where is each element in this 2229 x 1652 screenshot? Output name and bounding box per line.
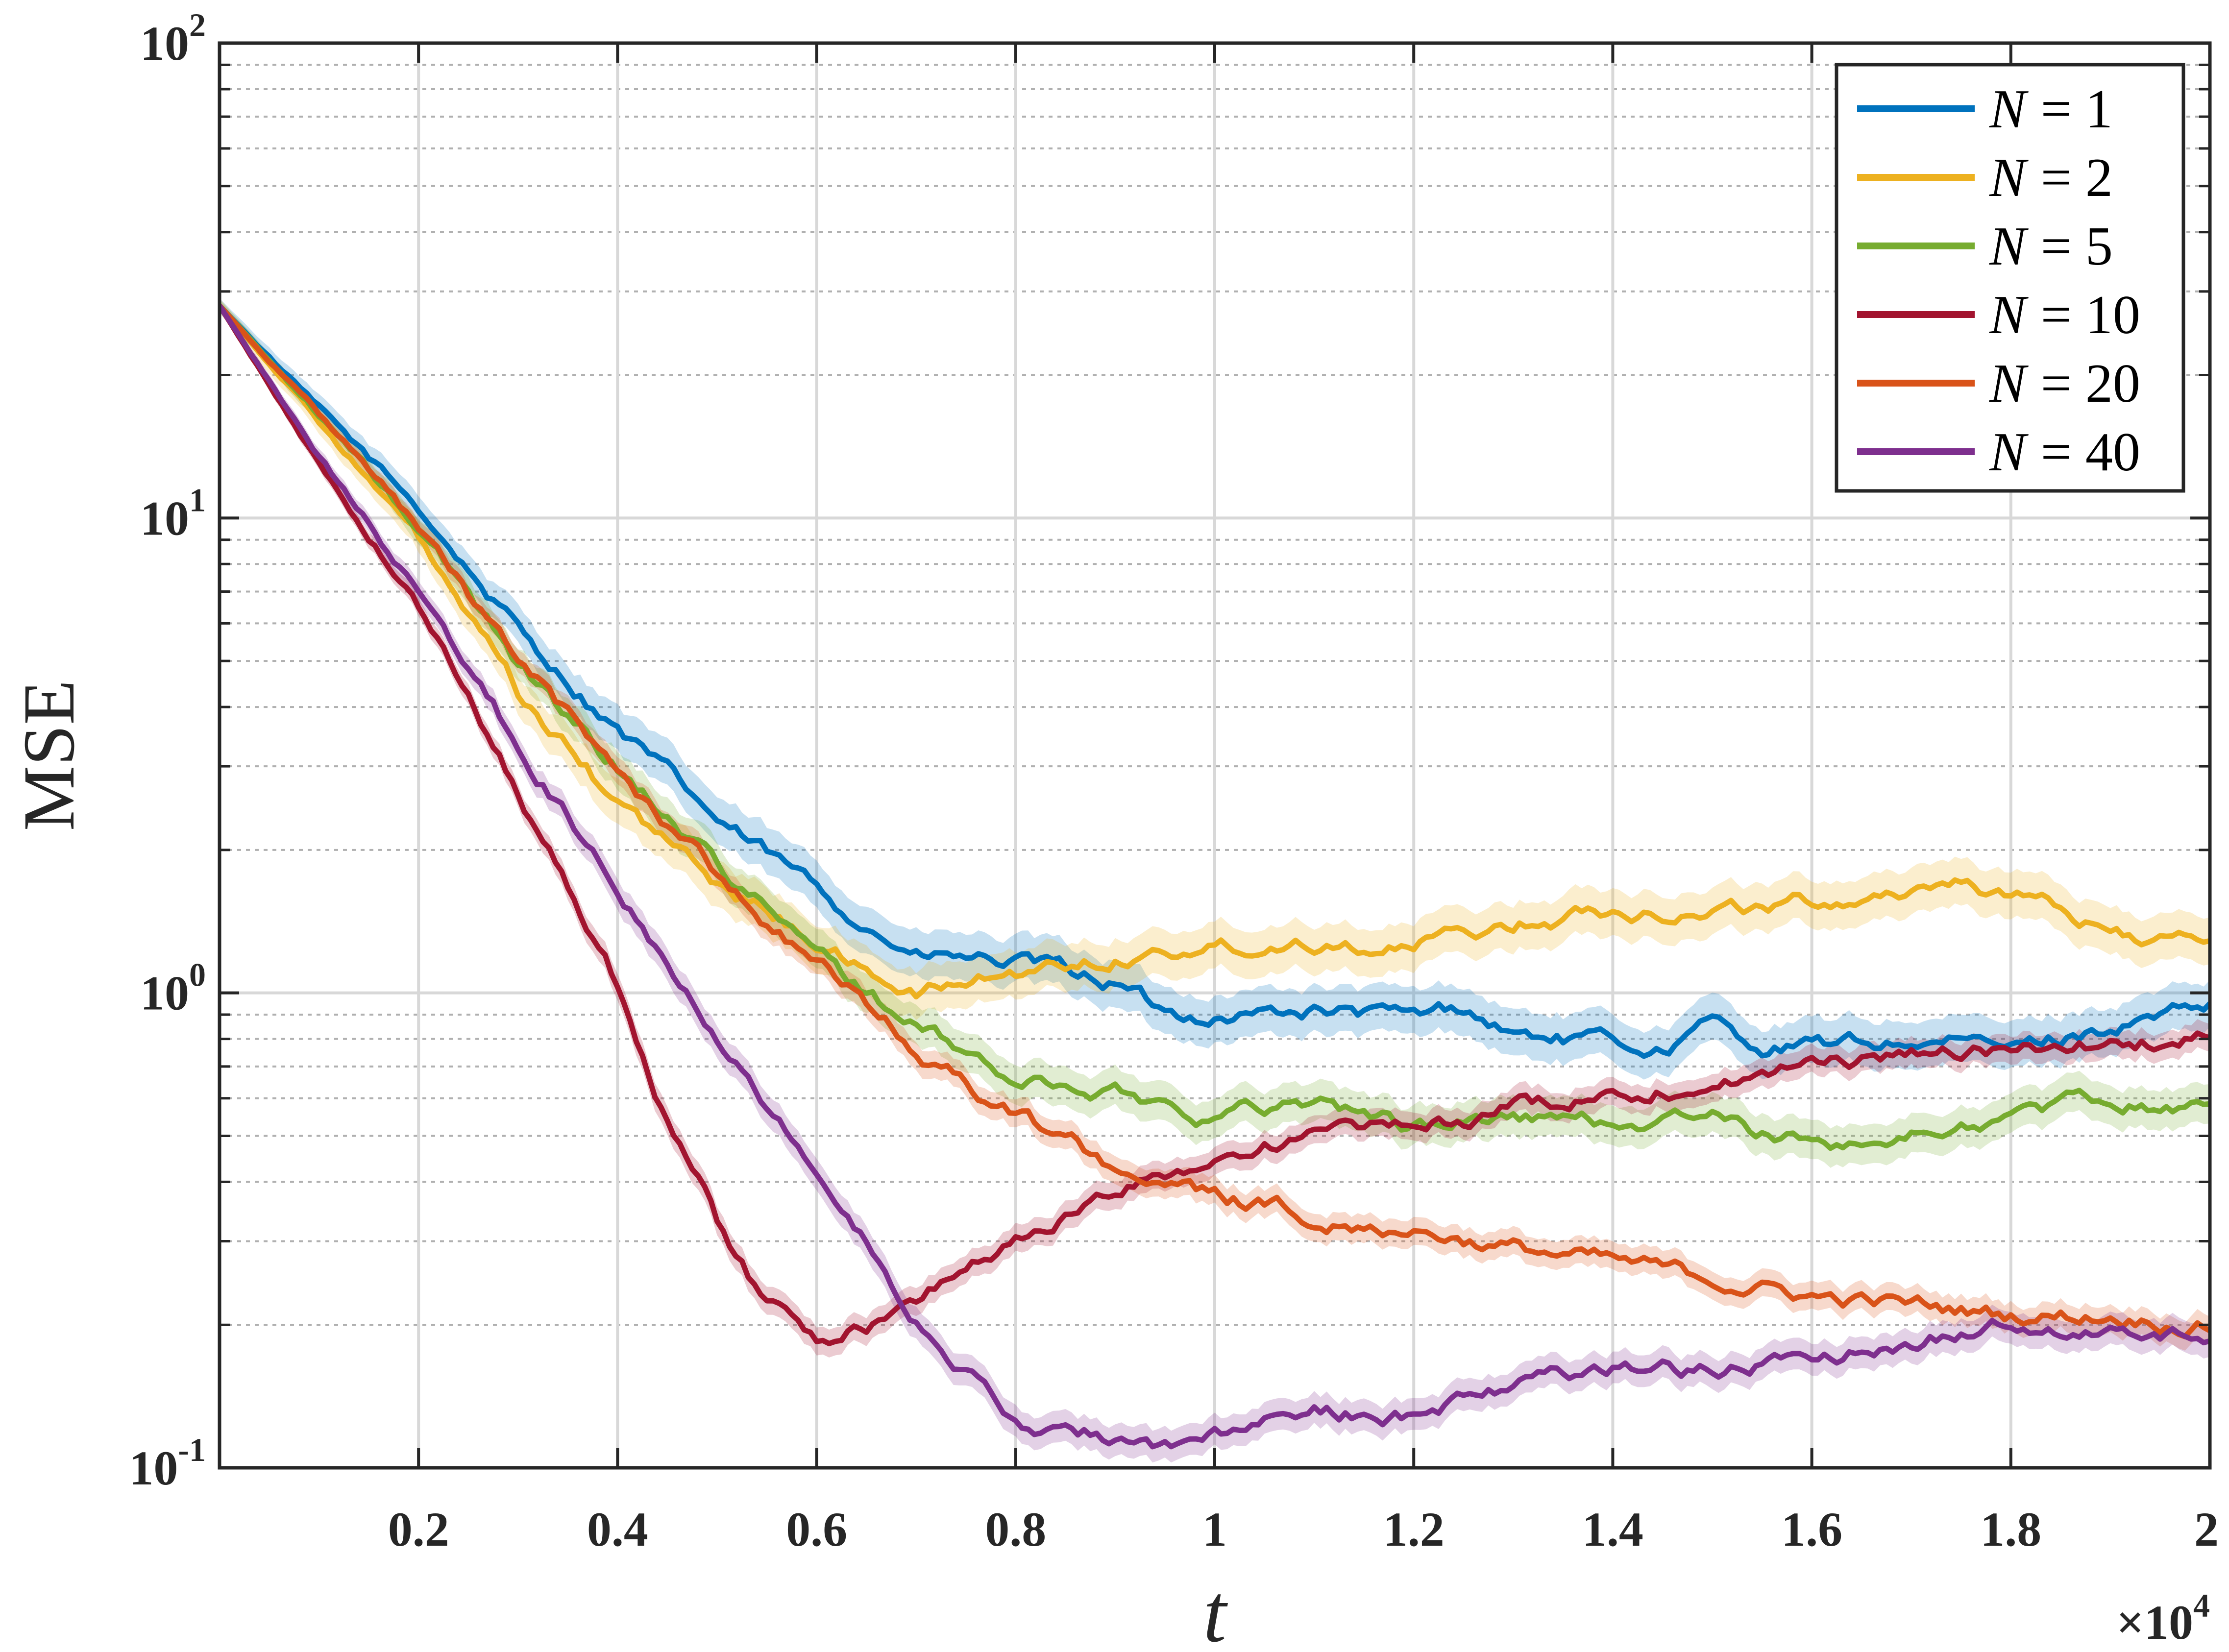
legend-entry: N = 20 bbox=[1989, 353, 2140, 414]
series-lines bbox=[220, 304, 2210, 1450]
tick-marks bbox=[220, 42, 2211, 1469]
y-tick-labels: 10-1 100 101 102 bbox=[129, 6, 206, 1495]
x-tick-label: 1 bbox=[1202, 1502, 1227, 1556]
x-exponent-power: 4 bbox=[2193, 1587, 2210, 1624]
y-axis-label: MSE bbox=[8, 680, 90, 831]
y-tick-label: 102 bbox=[140, 6, 206, 71]
confidence-bands bbox=[220, 298, 2210, 1463]
confidence-band bbox=[220, 301, 2210, 1358]
x-tick-label: 0.8 bbox=[985, 1502, 1046, 1556]
x-exponent: ×104 bbox=[2116, 1587, 2210, 1650]
x-tick-label: 0.4 bbox=[587, 1502, 648, 1556]
series-line bbox=[220, 304, 2210, 1346]
x-tick-label: 1.2 bbox=[1383, 1502, 1445, 1556]
x-axis-label: t bbox=[1203, 1567, 1228, 1652]
legend-entry: N = 10 bbox=[1989, 285, 2140, 345]
legend-box bbox=[1835, 63, 2185, 493]
y-tick-label: 101 bbox=[140, 481, 206, 545]
series-line bbox=[220, 304, 2210, 1339]
series-line bbox=[220, 304, 2210, 999]
legend-entry: N = 1 bbox=[1989, 79, 2113, 140]
x-tick-label: 0.2 bbox=[388, 1502, 449, 1556]
y-tick-label: 100 bbox=[140, 956, 206, 1020]
legend-entry: N = 2 bbox=[1989, 147, 2113, 208]
x-tick-label: 2 bbox=[2194, 1502, 2219, 1556]
y-tick-label: 10-1 bbox=[129, 1431, 206, 1495]
legend-entry: N = 40 bbox=[1989, 422, 2140, 483]
confidence-band bbox=[220, 300, 2210, 1463]
legend: N = 1 N = 2 N = 5 N = 10 N = 20 N = 40 bbox=[1835, 63, 2185, 493]
series-line bbox=[220, 304, 2210, 1450]
x-tick-labels: 0.2 0.4 0.6 0.8 1 1.2 1.4 1.6 1.8 2 bbox=[388, 1502, 2219, 1556]
legend-entry: N = 5 bbox=[1989, 216, 2113, 277]
x-exponent-base: ×10 bbox=[2116, 1595, 2193, 1650]
x-tick-label: 1.4 bbox=[1582, 1502, 1643, 1556]
series-line bbox=[220, 304, 2210, 1059]
x-tick-label: 0.6 bbox=[786, 1502, 847, 1556]
x-tick-label: 1.6 bbox=[1781, 1502, 1842, 1556]
x-tick-label: 1.8 bbox=[1980, 1502, 2041, 1556]
